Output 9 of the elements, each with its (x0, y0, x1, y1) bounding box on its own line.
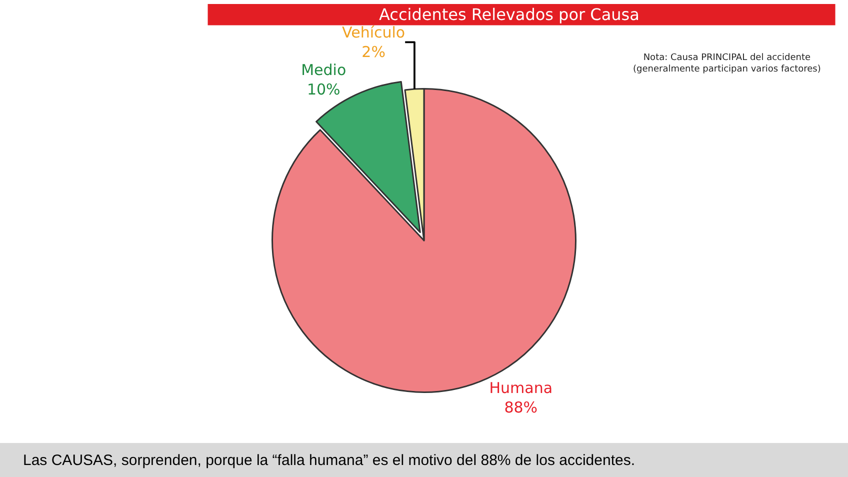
text: Las CAUSAS, sorprenden, porque la “falla humana” es el motivo del 88% de los accidentes. (23, 452, 636, 469)
data-label: 2% (362, 42, 386, 61)
slice-label: Medio (301, 60, 346, 79)
slice-label: Vehículo (342, 23, 406, 42)
data-label: 88% (504, 398, 538, 417)
slice-label: Humana (489, 379, 553, 398)
data-label: 10% (306, 80, 340, 98)
chart-title: Accidentes Relevados por Causa (379, 5, 640, 24)
text: Nota: Causa PRINCIPAL del accidente (generalmente participan varios factores) (633, 53, 821, 75)
